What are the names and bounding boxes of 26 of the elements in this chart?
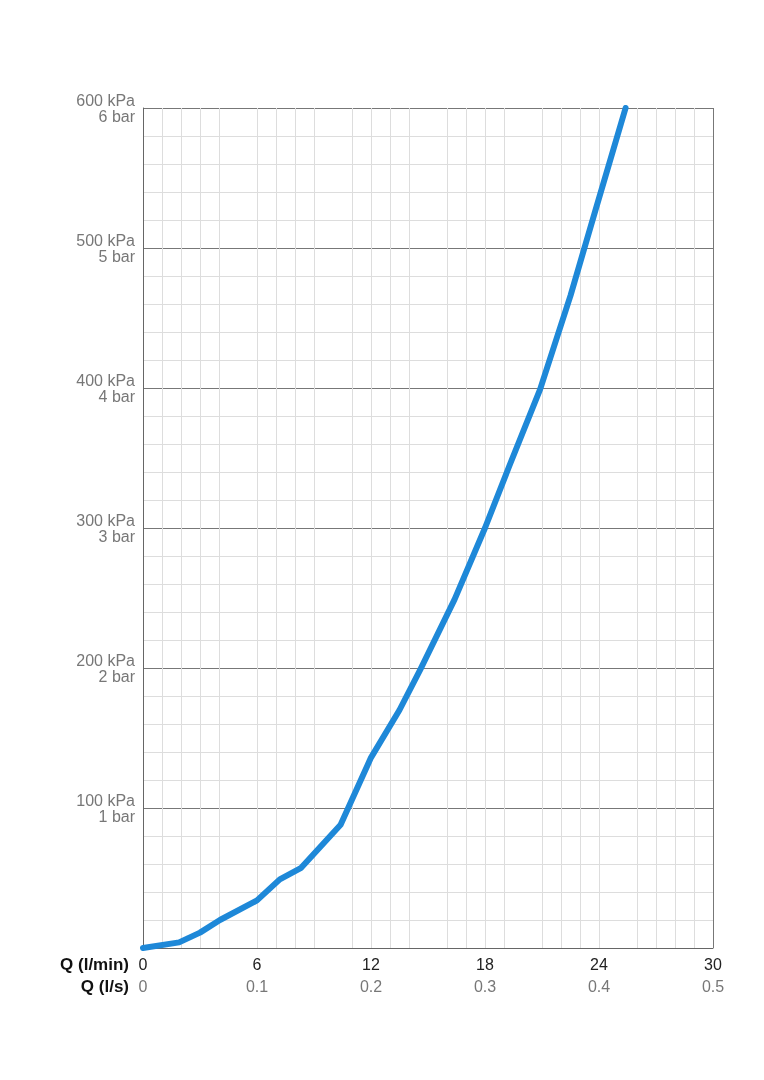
x2-axis-title: Q (l/s) — [80, 977, 129, 996]
x2-tick-label: 0.4 — [587, 977, 611, 995]
y-tick-label: 400 kPa — [76, 371, 136, 389]
x-tick-label: 6 — [252, 955, 262, 973]
y2-tick-label: 4 bar — [98, 387, 136, 405]
y-tick-label: 500 kPa — [76, 231, 136, 249]
x-axis-title: Q (l/min) — [60, 955, 129, 974]
y2-tick-label: 6 bar — [98, 107, 136, 125]
x2-tick-label: 0.5 — [701, 977, 725, 995]
x2-tick-label: 0.1 — [245, 977, 269, 995]
y2-tick-label: 3 bar — [98, 527, 136, 545]
x-tick-label: 24 — [590, 955, 608, 973]
x-tick-label: 0 — [138, 955, 148, 973]
x2-tick-label: 0.3 — [473, 977, 497, 995]
x-tick-label: 12 — [362, 955, 380, 973]
x-tick-label: 18 — [476, 955, 494, 973]
y2-tick-label: 2 bar — [98, 667, 136, 685]
y2-tick-label: 1 bar — [98, 807, 136, 825]
x2-tick-label: 0.2 — [359, 977, 383, 995]
y-tick-label: 200 kPa — [76, 651, 136, 669]
x-tick-label: 30 — [704, 955, 722, 973]
y-tick-label: 600 kPa — [76, 91, 136, 109]
x2-tick-label: 0 — [138, 977, 148, 995]
y-tick-label: 300 kPa — [76, 511, 136, 529]
y-tick-label: 100 kPa — [76, 791, 136, 809]
y2-tick-label: 5 bar — [98, 247, 136, 265]
